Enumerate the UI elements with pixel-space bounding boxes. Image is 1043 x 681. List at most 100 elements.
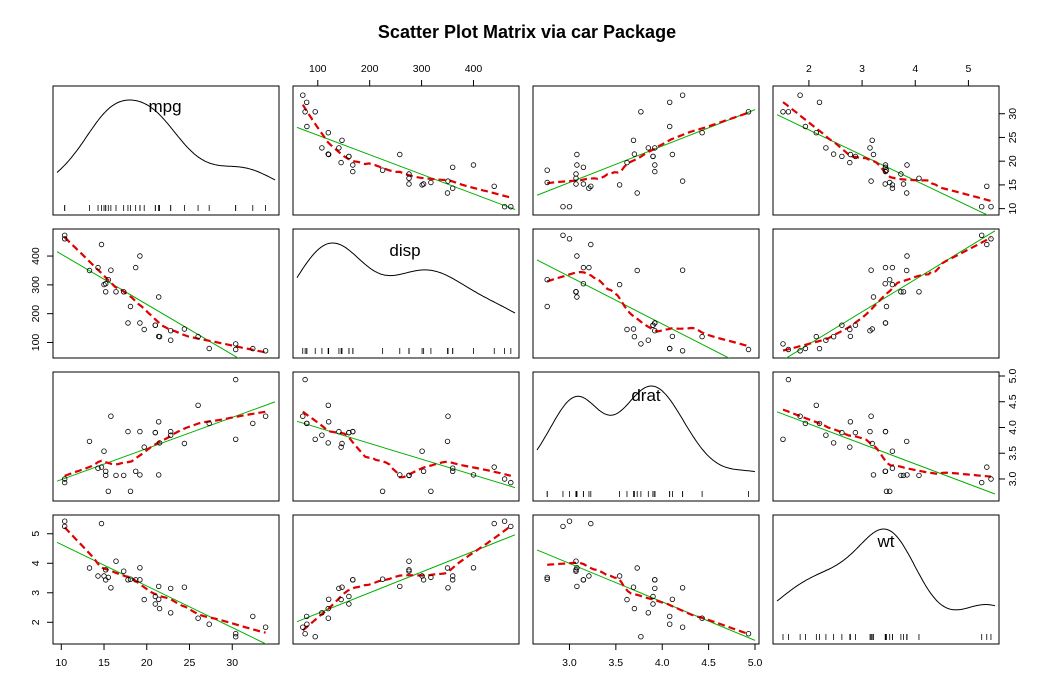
data-point [883, 303, 890, 310]
data-point [631, 605, 638, 612]
panel-disp-vs-mpg [52, 228, 280, 359]
data-point [450, 185, 456, 191]
data-point [839, 153, 845, 160]
data-point [785, 109, 792, 115]
data-point [325, 615, 331, 621]
data-point [127, 488, 134, 494]
data-point [852, 153, 859, 160]
data-point [137, 472, 143, 478]
data-point [397, 472, 403, 478]
regression-line [536, 259, 730, 358]
data-point [108, 267, 114, 273]
data-point [312, 436, 318, 442]
data-point [419, 573, 425, 579]
tick-label-drat: 5.0 [748, 657, 763, 669]
data-point [302, 631, 308, 637]
data-point [580, 281, 587, 287]
data-point [904, 267, 910, 274]
regression-line [296, 126, 516, 210]
data-point [887, 277, 893, 283]
smoother-line [302, 410, 512, 479]
tick-label-mpg: 30 [226, 657, 238, 669]
data-point [470, 162, 477, 168]
data-point [652, 162, 658, 168]
data-point [588, 241, 594, 248]
panel-frame [772, 371, 1000, 502]
data-point [120, 472, 127, 479]
data-point [152, 322, 158, 328]
panel-frame [532, 228, 760, 359]
data-point [699, 129, 705, 136]
data-point [638, 341, 644, 347]
data-point [889, 264, 896, 271]
data-point [155, 596, 162, 602]
data-point [802, 123, 809, 130]
data-point [823, 145, 829, 151]
data-point [155, 583, 162, 590]
tick-label-disp: 200 [361, 63, 379, 75]
diagonal-label-drat: drat [631, 386, 661, 405]
data-point [125, 428, 131, 435]
panel-frame [52, 371, 280, 502]
data-point [338, 596, 344, 603]
data-point [156, 440, 163, 446]
panel-frame [532, 514, 760, 645]
diagonal-label-wt: wt [877, 532, 895, 551]
data-point [137, 320, 143, 326]
data-point [195, 333, 201, 340]
data-point [98, 241, 105, 248]
data-point [816, 99, 823, 105]
data-point [839, 322, 845, 328]
axes: 100 200 300 400 2 3 4 510 15 20 25 30 3.0 3.5 4.0 4.5 5.… [30, 63, 1019, 669]
data-point [898, 171, 904, 177]
panel-frame [292, 228, 520, 359]
tick-label-wt: 5 [30, 531, 42, 537]
tick-label-mpg: 15 [98, 657, 110, 669]
data-point [167, 328, 174, 334]
data-point [634, 565, 640, 571]
data-point [679, 348, 686, 354]
data-point [141, 326, 147, 333]
data-point [652, 145, 658, 151]
data-point [508, 523, 514, 530]
data-point [302, 376, 308, 383]
data-point [232, 634, 239, 640]
regression-line [776, 411, 996, 495]
smoother-line [63, 526, 266, 634]
regression-line [785, 230, 996, 358]
data-point [397, 583, 403, 590]
data-point [444, 190, 451, 196]
data-point [544, 576, 550, 582]
data-point [679, 624, 686, 630]
panel-disp-vs-disp: disp [292, 228, 520, 359]
data-point [667, 99, 673, 105]
data-point [652, 328, 658, 334]
data-point [847, 159, 853, 166]
data-point [262, 413, 269, 419]
data-point [984, 183, 990, 189]
data-point [868, 267, 874, 273]
tick-label-wt: 3 [30, 590, 42, 596]
data-point [501, 518, 508, 524]
data-point [101, 573, 107, 579]
data-point [155, 333, 162, 340]
data-point [867, 428, 873, 435]
panel-frame [772, 228, 1000, 359]
data-point [450, 468, 456, 474]
data-point [406, 558, 412, 564]
data-point [206, 621, 212, 627]
panel-drat-vs-mpg [52, 371, 280, 502]
density-curve-disp [296, 242, 516, 314]
panel-frame [772, 85, 1000, 216]
data-point [882, 181, 888, 187]
data-point [379, 167, 386, 173]
data-point [137, 428, 143, 435]
data-point [195, 615, 201, 621]
data-point [586, 264, 592, 271]
data-point [406, 171, 412, 177]
data-point [444, 438, 451, 445]
data-point [882, 468, 888, 474]
data-point [887, 488, 893, 494]
data-point [419, 182, 425, 188]
regression-line [776, 114, 989, 215]
